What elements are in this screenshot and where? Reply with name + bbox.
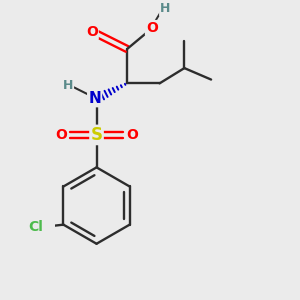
Text: O: O xyxy=(86,25,98,39)
Text: H: H xyxy=(160,2,170,15)
Text: O: O xyxy=(126,128,138,142)
Text: H: H xyxy=(63,79,73,92)
Text: N: N xyxy=(88,91,101,106)
Text: O: O xyxy=(146,21,158,35)
Text: S: S xyxy=(91,126,103,144)
Text: O: O xyxy=(55,128,67,142)
Text: Cl: Cl xyxy=(28,220,43,234)
